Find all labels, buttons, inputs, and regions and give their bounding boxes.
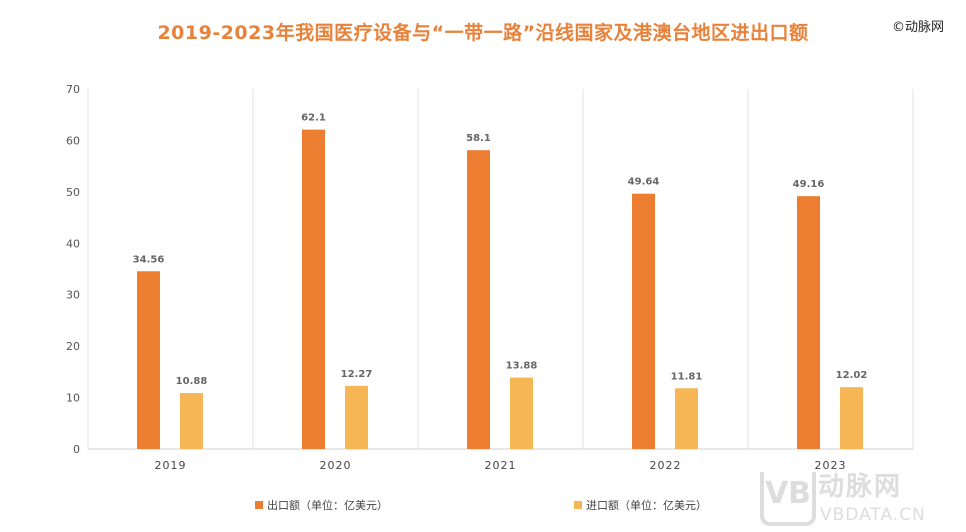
bar-import [345, 385, 368, 449]
y-tick-label: 10 [66, 392, 80, 405]
bar-export [797, 196, 820, 449]
x-tick-label: 2022 [650, 459, 682, 472]
bar-import [840, 387, 863, 449]
data-label: 12.02 [836, 370, 868, 381]
watermark-name: 动脉网 [818, 472, 903, 502]
x-tick-label: 2023 [815, 459, 847, 472]
data-label: 13.88 [506, 361, 538, 372]
data-label: 34.56 [133, 254, 165, 265]
y-tick-label: 50 [66, 186, 80, 199]
watermark-url: VBDATA.CN [820, 505, 926, 525]
y-tick-label: 40 [66, 237, 80, 250]
bar-export [632, 193, 655, 449]
data-label: 58.1 [466, 133, 491, 144]
bar-export [467, 150, 490, 449]
data-label: 62.1 [301, 113, 326, 124]
data-label: 49.16 [793, 179, 825, 190]
bar-import [180, 393, 203, 449]
chart-title: 2019-2023年我国医疗设备与“一带一路”沿线国家及港澳台地区进出口额 [157, 22, 809, 44]
legend-item-export: 出口额（单位：亿美元） [255, 497, 388, 513]
legend-label-import: 进口额（单位：亿美元） [586, 499, 707, 512]
y-tick-label: 0 [73, 443, 80, 456]
bar-export [302, 129, 325, 449]
watermark-logo: VB 动脉网 VBDATA.CN [760, 472, 960, 528]
y-tick-label: 60 [66, 134, 80, 147]
legend-item-import: 进口额（单位：亿美元） [574, 497, 707, 513]
y-tick-label: 70 [66, 83, 80, 96]
bar-import [675, 388, 698, 449]
data-label: 10.88 [176, 376, 208, 387]
y-tick-label: 20 [66, 340, 80, 353]
legend-label-export: 出口额（单位：亿美元） [267, 499, 388, 512]
bar-import [510, 377, 533, 449]
y-tick-label: 30 [66, 289, 80, 302]
legend-swatch-export [255, 501, 263, 509]
x-tick-label: 2020 [320, 459, 352, 472]
bar-export [137, 271, 160, 449]
data-label: 12.27 [341, 369, 373, 380]
x-tick-label: 2021 [485, 459, 517, 472]
data-label: 49.64 [628, 177, 660, 188]
watermark-vb: VB [760, 472, 816, 526]
x-tick-label: 2019 [155, 459, 187, 472]
data-label: 11.81 [671, 371, 703, 382]
brand-mark: ©动脉网 [891, 20, 944, 35]
legend-swatch-import [574, 501, 582, 509]
